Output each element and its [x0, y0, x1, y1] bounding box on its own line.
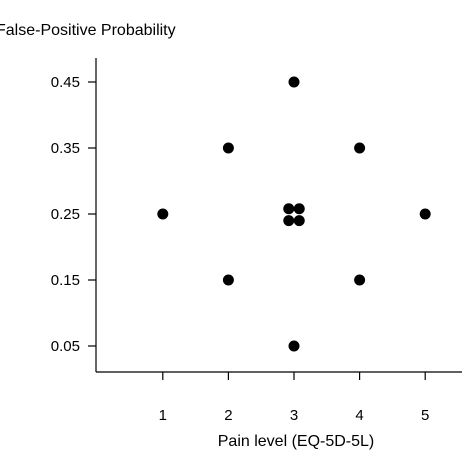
- data-point: [222, 274, 234, 286]
- x-axis-title: Pain level (EQ-5D-5L): [218, 433, 375, 450]
- data-point: [222, 142, 234, 154]
- data-point: [354, 274, 366, 286]
- x-tick-label: 1: [159, 407, 167, 424]
- data-point: [354, 142, 366, 154]
- data-points: [157, 76, 431, 352]
- x-tick-label: 2: [224, 407, 232, 424]
- y-axis-title: False-Positive Probability: [0, 22, 176, 39]
- y-tick-label: 0.35: [51, 140, 80, 157]
- y-axis-ticks: 0.05 0.15 0.25 0.35 0.45: [51, 74, 96, 355]
- x-tick-label: 4: [355, 407, 363, 424]
- y-tick-label: 0.15: [51, 272, 80, 289]
- data-point: [293, 215, 305, 227]
- data-point: [293, 203, 305, 215]
- data-point: [288, 340, 300, 352]
- data-point: [283, 203, 295, 215]
- x-tick-label: 5: [421, 407, 429, 424]
- y-tick-label: 0.05: [51, 338, 80, 355]
- data-point: [419, 208, 431, 220]
- x-axis-ticks: 1 2 3 4 5: [159, 372, 429, 424]
- y-tick-label: 0.25: [51, 206, 80, 223]
- y-tick-label: 0.45: [51, 74, 80, 91]
- data-point: [288, 76, 300, 88]
- x-tick-label: 3: [290, 407, 298, 424]
- data-point: [157, 208, 169, 220]
- data-point: [283, 215, 295, 227]
